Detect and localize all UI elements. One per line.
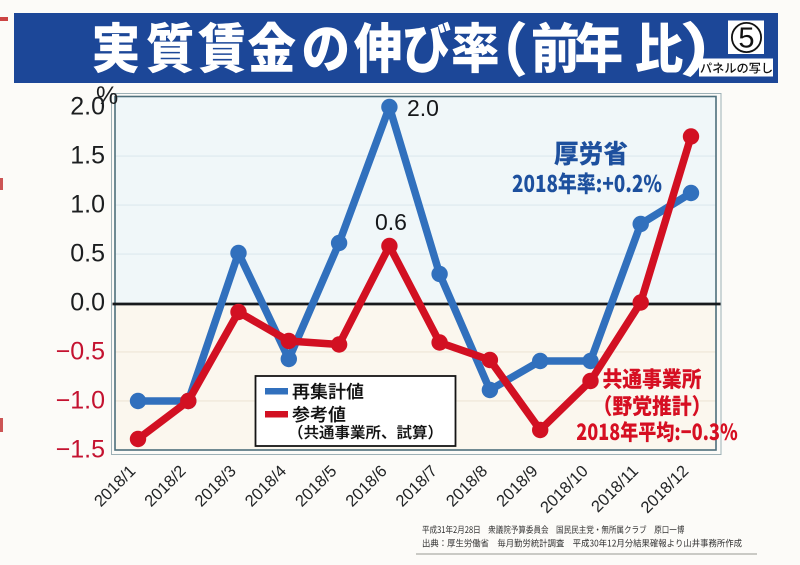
svg-text:1.5: 1.5 xyxy=(70,142,105,170)
svg-text:5: 5 xyxy=(738,23,754,55)
svg-text:−0.5: −0.5 xyxy=(56,337,105,365)
svg-text:−1.0: −1.0 xyxy=(56,386,105,414)
svg-text:0.6: 0.6 xyxy=(375,209,407,235)
svg-text:−1.5: −1.5 xyxy=(56,435,105,463)
svg-text:0.0: 0.0 xyxy=(70,289,105,317)
svg-text:2.0: 2.0 xyxy=(407,95,439,121)
svg-text:%: % xyxy=(96,82,118,110)
svg-text:0.5: 0.5 xyxy=(70,240,105,268)
svg-text:2.0: 2.0 xyxy=(70,93,105,121)
svg-text:1.0: 1.0 xyxy=(70,191,105,219)
